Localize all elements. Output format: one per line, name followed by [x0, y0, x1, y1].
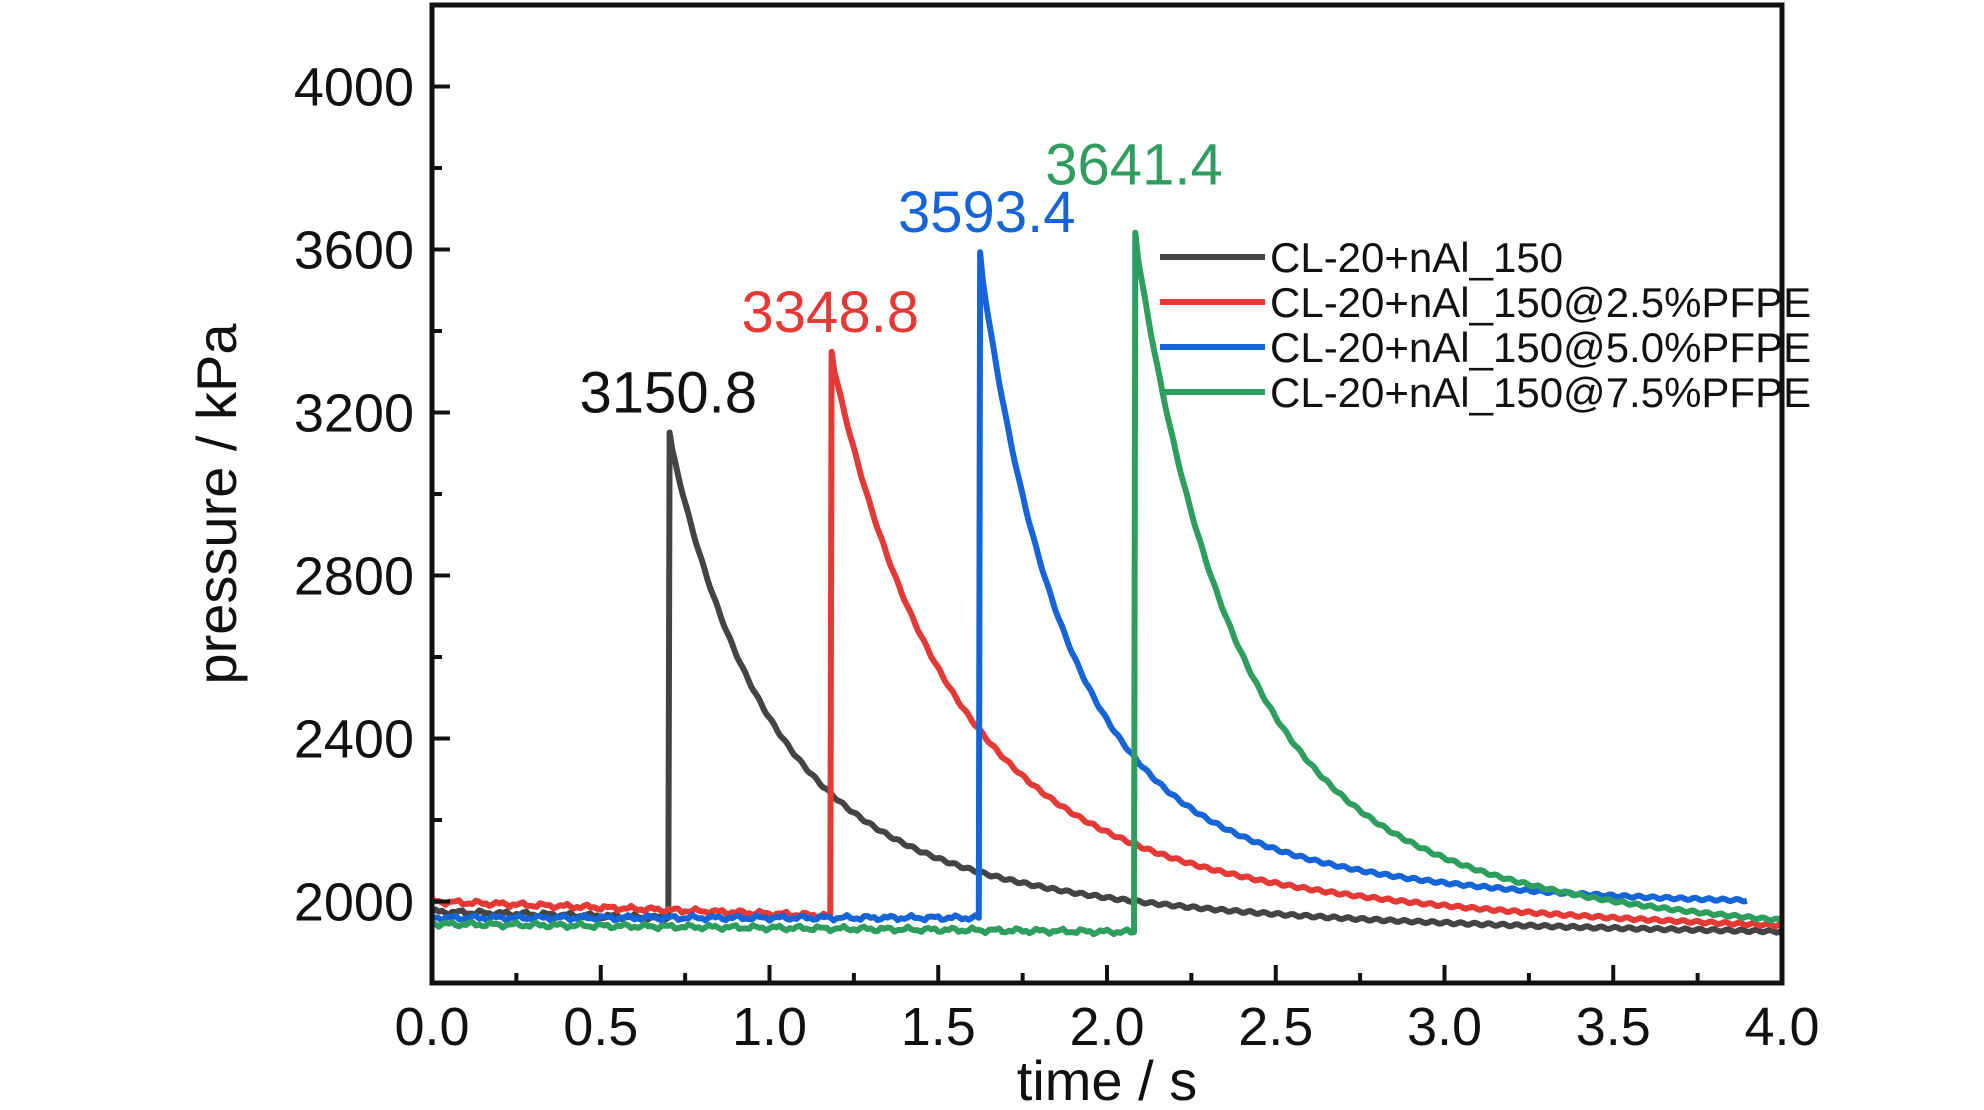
y-tick-label: 2400	[294, 710, 414, 770]
y-tick-label: 2000	[294, 873, 414, 933]
x-tick-label: 0.0	[394, 997, 469, 1057]
x-tick-label: 2.5	[1238, 997, 1313, 1057]
peak-value-label: 3150.8	[580, 361, 757, 426]
y-tick-label: 3600	[294, 221, 414, 281]
y-tick-label: 2800	[294, 547, 414, 607]
y-tick-label: 4000	[294, 58, 414, 118]
series-line-1	[430, 429, 1784, 936]
series-layer	[430, 229, 1784, 938]
y-tick-label: 3200	[294, 384, 414, 444]
legend-label: CL-20+nAl_150@5.0%PFPE	[1270, 324, 1811, 371]
legend-label: CL-20+nAl_150@2.5%PFPE	[1270, 279, 1811, 326]
y-axis-title: pressure / kPa	[185, 323, 248, 685]
legend-label: CL-20+nAl_150	[1270, 234, 1563, 281]
series-line-4	[431, 229, 1783, 938]
series-line-2	[430, 348, 1783, 930]
x-tick-label: 0.5	[563, 997, 638, 1057]
x-tick-label: 4.0	[1744, 997, 1819, 1057]
x-tick-label: 3.0	[1407, 997, 1482, 1057]
legend-label: CL-20+nAl_150@7.5%PFPE	[1270, 369, 1811, 416]
peak-value-label: 3641.4	[1045, 133, 1222, 198]
legend: CL-20+nAl_150CL-20+nAl_150@2.5%PFPECL-20…	[1160, 234, 1811, 416]
x-tick-label: 2.0	[1069, 997, 1144, 1057]
peak-value-label: 3348.8	[742, 280, 919, 345]
x-tick-label: 3.5	[1576, 997, 1651, 1057]
x-axis-title: time / s	[1017, 1049, 1197, 1110]
tick-layer: 0.0 0.5 1.0 1.5 2.0 2.5 3.0 3.5 4.0 2000 2400 2800 3…	[294, 3, 1820, 1057]
x-tick-label: 1.0	[732, 997, 807, 1057]
peak-value-label: 3593.4	[898, 180, 1075, 245]
x-tick-label: 1.5	[901, 997, 976, 1057]
